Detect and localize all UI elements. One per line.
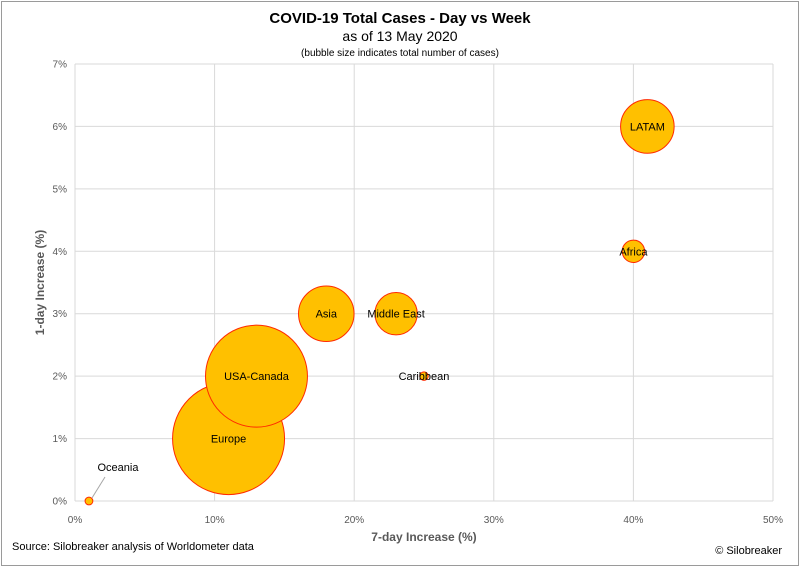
x-tick-label: 10% bbox=[205, 515, 225, 526]
bubble-labels: Europe USA-Canada Asia Middle East LATAM Afri… bbox=[91, 121, 665, 499]
x-tick-label: 30% bbox=[484, 515, 504, 526]
y-tick-label: 4% bbox=[53, 247, 68, 258]
bubble-label-usa-canada: USA-Canada bbox=[224, 371, 290, 383]
y-tick-label: 1% bbox=[53, 434, 68, 445]
x-axis-title: 7-day Increase (%) bbox=[371, 530, 476, 544]
x-tick-label: 20% bbox=[344, 515, 364, 526]
bubble-caribbean bbox=[419, 371, 429, 381]
x-tick-label: 0% bbox=[68, 515, 83, 526]
bubble-africa bbox=[621, 239, 646, 263]
bubble-asia bbox=[298, 285, 355, 342]
source-note: Source: Silobreaker analysis of Worldome… bbox=[12, 541, 254, 553]
chart-title: COVID-19 Total Cases - Day vs Week bbox=[269, 10, 531, 27]
oceania-leader-line bbox=[91, 476, 106, 499]
y-tick-label: 0% bbox=[53, 497, 68, 508]
axes: 0% 1% 2% 3% 4% 5% 6% 7% 0% 10% 20% 30% 40% 50% bbox=[53, 60, 784, 527]
bubble-label-europe: Europe bbox=[211, 434, 246, 446]
y-tick-label: 3% bbox=[53, 309, 68, 320]
y-tick-label: 5% bbox=[53, 184, 68, 195]
bubble-label-caribbean: Caribbean bbox=[399, 371, 450, 383]
bubble-label-middle-east: Middle East bbox=[367, 309, 424, 321]
bubble-label-asia: Asia bbox=[316, 309, 338, 321]
x-tick-label: 40% bbox=[623, 515, 643, 526]
copyright-note: © Silobreaker bbox=[715, 545, 782, 557]
bubble-middle-east bbox=[374, 292, 418, 336]
y-tick-label: 6% bbox=[53, 122, 68, 133]
bubble-label-latam: LATAM bbox=[630, 121, 665, 133]
bubble-usa-canada bbox=[205, 324, 308, 428]
bubble-label-africa: Africa bbox=[619, 246, 648, 258]
y-tick-label: 2% bbox=[53, 372, 68, 383]
bubble-label-oceania: Oceania bbox=[98, 462, 140, 474]
chart-note: (bubble size indicates total number of c… bbox=[301, 48, 499, 59]
x-tick-label: 50% bbox=[763, 515, 783, 526]
y-tick-label: 7% bbox=[53, 60, 68, 71]
y-axis-title: 1-day Increase (%) bbox=[33, 230, 47, 335]
bubble-oceania bbox=[84, 496, 94, 506]
chart-subtitle: as of 13 May 2020 bbox=[342, 28, 458, 44]
bubble-latam bbox=[620, 99, 675, 154]
grid-lines bbox=[74, 63, 774, 502]
bubbles bbox=[84, 99, 675, 506]
